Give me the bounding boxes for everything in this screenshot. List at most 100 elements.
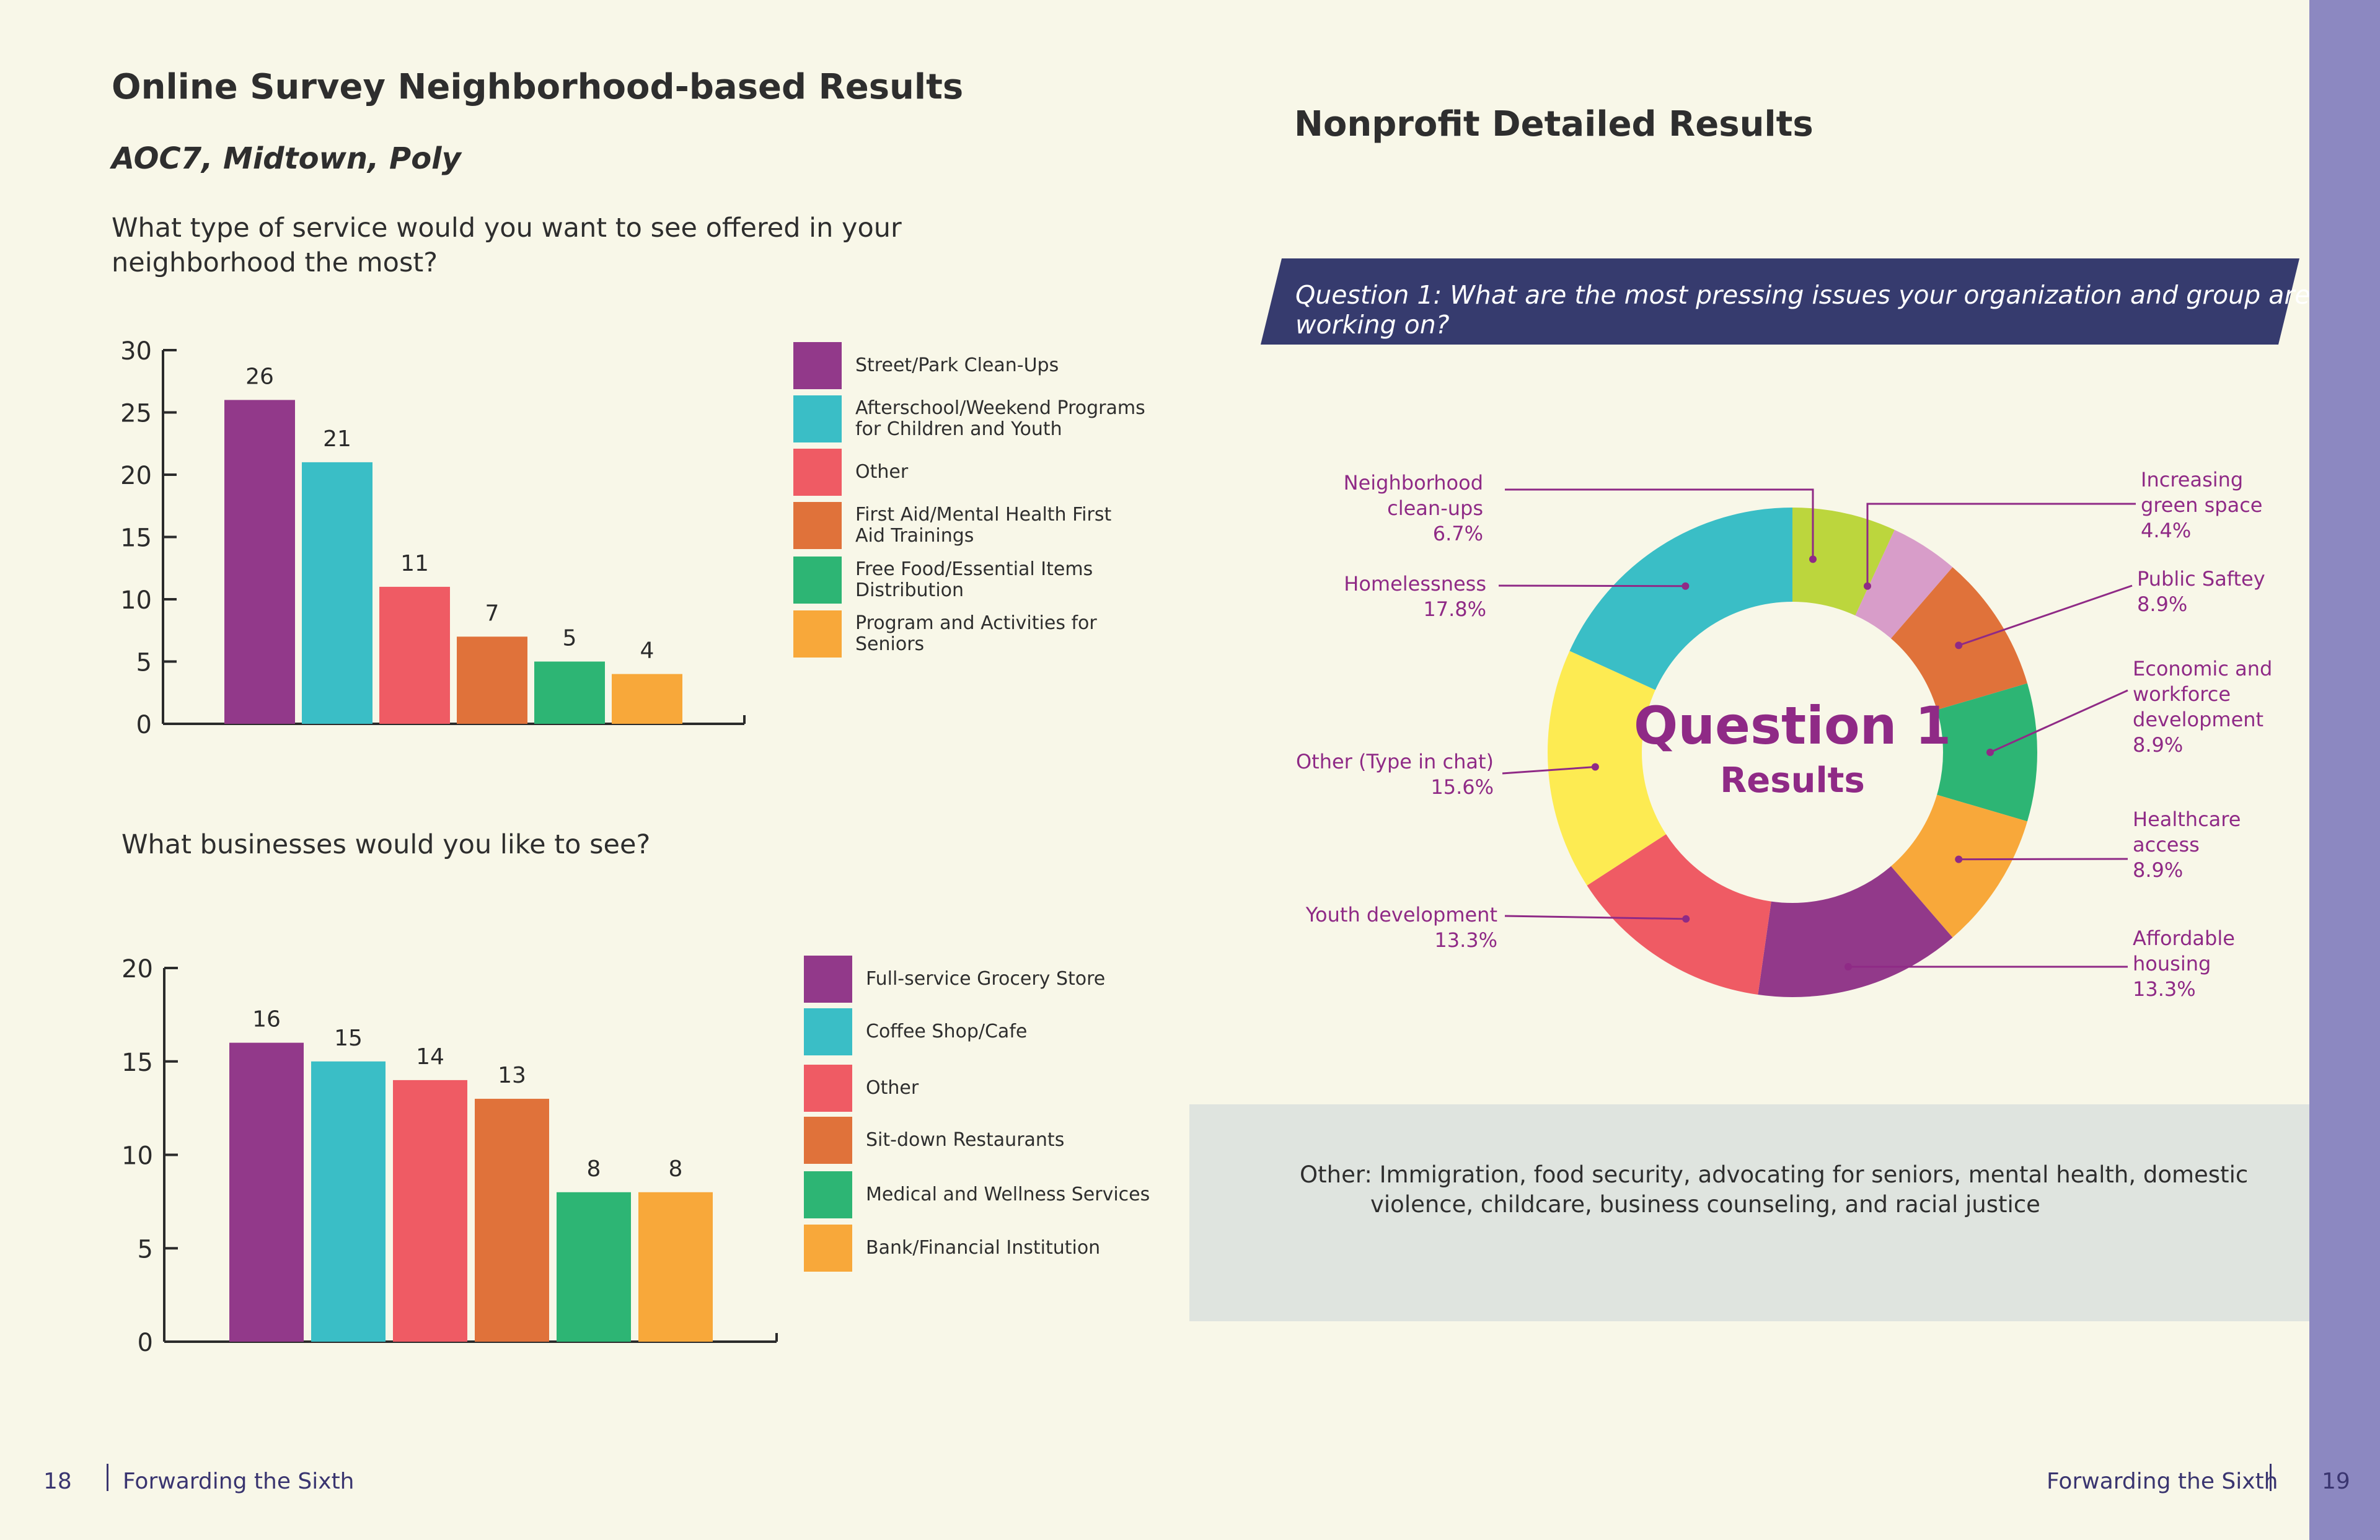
donut-center-subtitle: Results [1720, 760, 1865, 801]
donut-leader-dot [1955, 855, 1963, 863]
donut-leader-dot [1682, 915, 1690, 923]
chart2-y-tick-label: 20 [121, 955, 153, 983]
donut-slice [1890, 794, 2027, 938]
legend-label: Other [866, 1077, 919, 1099]
donut-slice-label: Youth development 13.3% [1305, 903, 1497, 952]
legend-swatch [793, 395, 842, 442]
legend-label: Other [855, 461, 909, 483]
legend-swatch [804, 956, 852, 1003]
chart1-bar [534, 661, 605, 724]
donut-slice-label: Other (Type in chat) 15.6% [1296, 750, 1494, 799]
legend-label: Full-service Grocery Store [866, 968, 1106, 990]
chart2-data-label: 14 [416, 1044, 444, 1070]
page-title-right: Nonprofit Detailed Results [1294, 104, 1814, 144]
donut-leader-dot [1844, 963, 1852, 970]
legend-item: Medical and Wellness Services [804, 1171, 1157, 1218]
side-color-strip [2309, 0, 2380, 1540]
donut-leader-line [1505, 488, 1814, 560]
chart2-bar [393, 1080, 467, 1342]
legend-label: Medical and Wellness Services [866, 1184, 1150, 1205]
legend-item: Bank/Financial Institution [804, 1225, 1157, 1272]
chart1-y-tick-label: 0 [136, 711, 152, 739]
legend-swatch [804, 1117, 852, 1164]
legend-item: Other [793, 449, 1147, 496]
legend-swatch [804, 1225, 852, 1272]
legend-swatch [804, 1171, 852, 1218]
chart1-data-label: 4 [640, 638, 654, 664]
chart1-y-tick-label: 10 [120, 586, 152, 615]
donut-leader-dot [1986, 749, 1994, 756]
other-note-text: Other: Immigration, food security, advoc… [1300, 1161, 2249, 1218]
legend-item: Full-service Grocery Store [804, 956, 1157, 1003]
donut-slice [1855, 530, 1953, 639]
legend-label: Street/Park Clean-Ups [855, 354, 1059, 376]
donut-slice-label: Affordable housing 13.3% [2133, 926, 2235, 1001]
chart2-data-label: 15 [334, 1026, 363, 1051]
legend-label: Afterschool/Weekend Programs for Childre… [855, 397, 1145, 440]
chart1-data-label: 11 [400, 551, 429, 576]
donut-slice-label: Economic and workforce development 8.9% [2133, 657, 2272, 757]
footer-divider-left [107, 1464, 108, 1491]
donut-leader-dot [1955, 641, 1963, 649]
page-number-left: 18 [43, 1469, 72, 1494]
legend-item: Street/Park Clean-Ups [793, 342, 1147, 389]
legend-swatch [793, 449, 842, 496]
donut-slice-label: Neighborhood clean-ups 6.7% [1344, 471, 1483, 545]
chart2-bar [311, 1061, 386, 1342]
chart2-y-tick-label: 15 [121, 1049, 153, 1077]
page-number-right: 19 [2322, 1469, 2350, 1494]
chart2-bar [475, 1099, 549, 1342]
legend-item: Afterschool/Weekend Programs for Childre… [793, 395, 1147, 442]
chart2-y-tick-label: 10 [121, 1142, 153, 1171]
chart2-data-label: 8 [587, 1156, 601, 1182]
chart2-data-label: 13 [498, 1063, 526, 1088]
legend-swatch [793, 502, 842, 549]
chart1-y-tick-label: 30 [120, 337, 152, 366]
donut-slice-label: Homelessness 17.8% [1344, 572, 1486, 621]
donut-leader-dot [1864, 582, 1871, 590]
donut-slice [1548, 651, 1667, 886]
chart1-bar [302, 462, 372, 724]
chart1-bar [379, 586, 450, 724]
legend-swatch [804, 1008, 852, 1055]
donut-leader-line [1866, 503, 2136, 586]
chart2-bar [557, 1192, 631, 1342]
donut-slice-label: Public Saftey 8.9% [2137, 567, 2265, 616]
chart2-data-label: 16 [252, 1007, 281, 1032]
page-title-left: Online Survey Neighborhood-based Results [112, 67, 964, 107]
donut-slice [1890, 567, 2027, 710]
charts-canvas: 0 5 10 15 20 25 30 26 21 11 7 5 4 0 5 10 15 20 16 15 14 13 8 8 N… [120, 337, 2272, 1357]
other-note-box [1189, 1104, 2309, 1321]
question-banner [1261, 258, 2299, 345]
chart1-y-tick-label: 15 [120, 524, 152, 553]
donut-slice [1758, 866, 1953, 997]
donut-center-title: Question 1 [1634, 695, 1951, 756]
chart1-data-label: 5 [563, 626, 577, 651]
donut-leader-line [1958, 584, 2133, 646]
legend-label: Program and Activities for Seniors [855, 612, 1097, 655]
chart1-y-tick-label: 25 [120, 400, 152, 428]
chart1-y-tick-label: 5 [136, 649, 152, 677]
chart1-bar [612, 674, 682, 724]
chart1-data-label: 7 [485, 601, 500, 626]
chart1-bar [457, 636, 527, 724]
donut-slice-label: Increasing green space 4.4% [2141, 468, 2262, 542]
donut-slice-label: Healthcare access 8.9% [2133, 807, 2241, 882]
donut-slice [1792, 508, 1895, 616]
legend-swatch [793, 342, 842, 389]
legend-label: First Aid/Mental Health First Aid Traini… [855, 504, 1112, 547]
legend-swatch [793, 557, 842, 604]
chart1-data-label: 21 [323, 426, 351, 452]
footer-divider-right [2270, 1464, 2272, 1491]
chart2-bar [638, 1192, 713, 1342]
legend-label: Free Food/Essential Items Distribution [855, 558, 1093, 601]
chart1-data-label: 26 [245, 364, 274, 389]
legend-label: Bank/Financial Institution [866, 1237, 1101, 1259]
footer-label-left: Forwarding the Sixth [123, 1469, 355, 1494]
donut-leader-line [1502, 766, 1595, 775]
page-subtitle-left: AOC7, Midtown, Poly [112, 141, 461, 176]
donut-leader-line [1504, 915, 1686, 920]
donut-leader-dot [1681, 582, 1690, 590]
chart1-question: What type of service would you want to s… [112, 213, 902, 278]
